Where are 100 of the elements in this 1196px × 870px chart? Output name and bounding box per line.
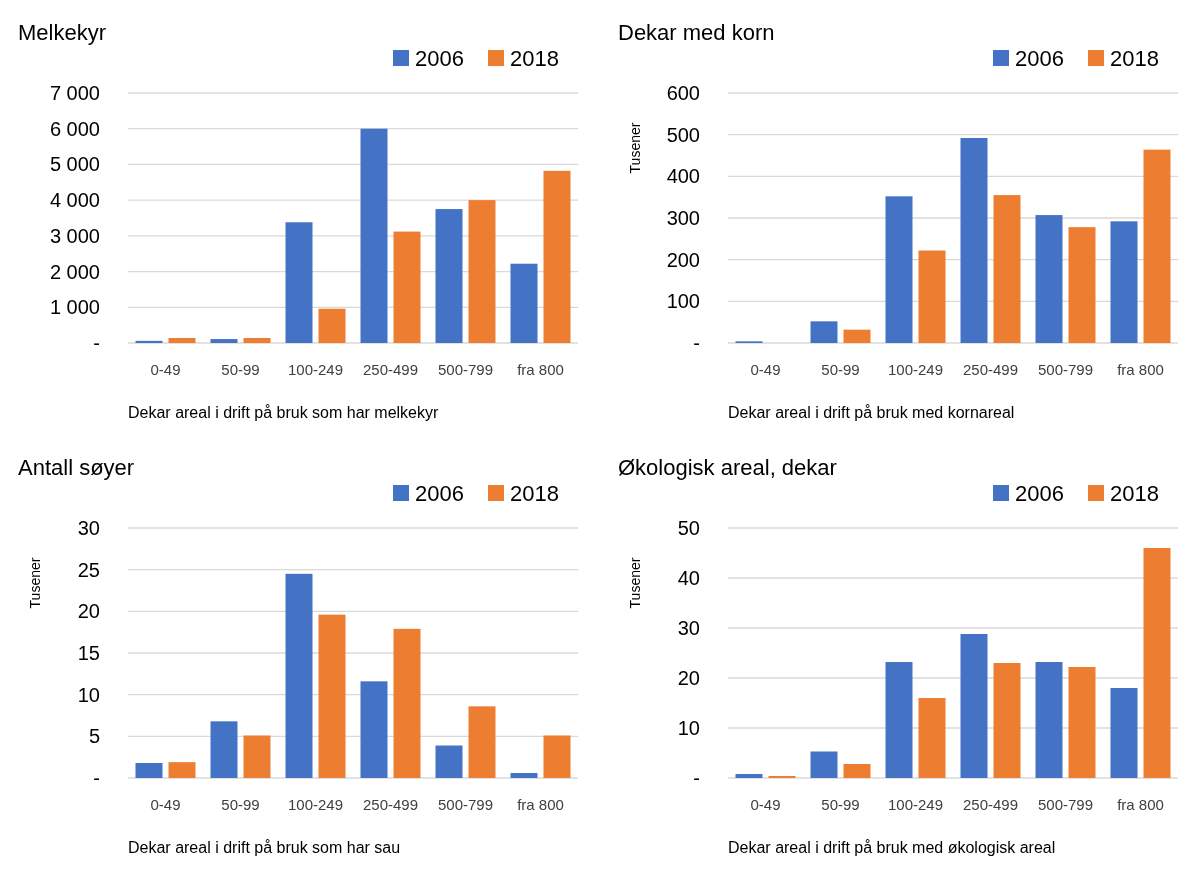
x-axis-title: Dekar areal i drift på bruk med kornareal — [728, 404, 1015, 421]
bar — [360, 681, 388, 778]
bar — [1035, 215, 1063, 343]
bar — [468, 200, 496, 343]
bar — [135, 763, 163, 778]
x-tick-label: 0-49 — [750, 361, 781, 378]
legend-label: 2006 — [415, 480, 464, 506]
y-tick-label: - — [93, 767, 100, 789]
x-tick-label: 0-49 — [750, 796, 781, 813]
bar — [210, 721, 238, 778]
bar — [885, 196, 913, 343]
legend-label: 2018 — [510, 45, 559, 71]
bar — [285, 222, 313, 343]
x-tick-label: 50-99 — [221, 796, 260, 813]
bar — [1143, 548, 1171, 778]
x-tick-label: 500-799 — [437, 361, 494, 378]
bar — [918, 250, 946, 343]
x-tick-label: 100-249 — [287, 796, 344, 813]
x-tick-label: fra 800 — [1117, 796, 1164, 813]
bar — [1068, 227, 1096, 343]
y-tick-label: 600 — [666, 82, 700, 104]
bar — [393, 231, 421, 343]
bar — [810, 321, 838, 343]
y-axis-title: Tusener — [627, 557, 643, 609]
bar — [510, 263, 538, 343]
x-tick-label: 250-499 — [362, 361, 419, 378]
x-tick-label: 50-99 — [821, 796, 860, 813]
x-tick-label: 0-49 — [150, 361, 181, 378]
y-tick-label: 40 — [677, 567, 700, 589]
y-tick-label: 3 000 — [49, 224, 100, 247]
y-tick-label: 5 000 — [49, 153, 100, 176]
y-tick-label: 7 000 — [49, 82, 100, 104]
bar — [210, 339, 238, 343]
bar — [543, 170, 571, 343]
chart-title: Antall søyer — [18, 455, 135, 480]
chart-title: Melkekyr — [18, 20, 107, 45]
y-tick-label: 4 000 — [49, 189, 100, 212]
bar — [885, 662, 913, 778]
y-tick-label: 300 — [666, 207, 700, 229]
x-tick-label: fra 800 — [517, 796, 564, 813]
bar — [543, 735, 571, 778]
x-tick-label: 500-799 — [1037, 796, 1094, 813]
chart-title: Dekar med korn — [618, 20, 775, 45]
legend-label: 2006 — [415, 45, 464, 71]
bar — [843, 329, 871, 343]
bar — [168, 762, 196, 778]
bar — [993, 663, 1021, 778]
y-tick-label: 20 — [77, 600, 100, 623]
bar — [1035, 662, 1063, 778]
x-tick-label: 250-499 — [962, 796, 1019, 813]
bar — [1110, 688, 1138, 778]
x-tick-label: 100-249 — [887, 796, 944, 813]
bar — [285, 573, 313, 778]
y-tick-label: 20 — [677, 667, 700, 689]
x-tick-label: 100-249 — [887, 361, 944, 378]
x-tick-label: 500-799 — [1037, 361, 1094, 378]
y-tick-label: - — [693, 332, 700, 354]
x-tick-label: 250-499 — [962, 361, 1019, 378]
x-tick-label: 50-99 — [821, 361, 860, 378]
y-tick-label: 50 — [677, 517, 700, 539]
bar — [468, 706, 496, 778]
bar — [318, 614, 346, 778]
chart-title: Økologisk areal, dekar — [618, 455, 837, 480]
y-tick-label: 100 — [666, 290, 700, 313]
bar — [735, 774, 763, 778]
x-tick-label: fra 800 — [517, 361, 564, 378]
bar — [960, 138, 988, 343]
y-tick-label: 500 — [666, 123, 700, 146]
y-axis-title: Tusener — [627, 122, 643, 174]
y-tick-label: 5 — [88, 725, 100, 748]
bar — [393, 628, 421, 778]
bar — [1110, 221, 1138, 343]
bar — [993, 195, 1021, 343]
bar — [435, 209, 463, 343]
y-tick-label: 30 — [677, 617, 700, 639]
bar — [435, 745, 463, 778]
legend-label: 2018 — [510, 480, 559, 506]
y-tick-label: 2 000 — [49, 260, 100, 283]
bar — [168, 338, 196, 343]
bar — [843, 764, 871, 778]
bar — [510, 773, 538, 778]
y-tick-label: - — [93, 332, 100, 354]
x-tick-label: 500-799 — [437, 796, 494, 813]
x-tick-label: 250-499 — [362, 796, 419, 813]
y-tick-label: - — [693, 767, 700, 789]
y-tick-label: 400 — [666, 165, 700, 188]
legend-label: 2018 — [1110, 45, 1159, 71]
x-tick-label: 100-249 — [287, 361, 344, 378]
x-tick-label: fra 800 — [1117, 361, 1164, 378]
y-tick-label: 15 — [77, 642, 100, 664]
y-tick-label: 10 — [77, 683, 100, 706]
y-tick-label: 6 000 — [49, 117, 100, 140]
y-tick-label: 25 — [77, 558, 100, 581]
bar — [318, 308, 346, 343]
y-axis-title: Tusener — [27, 557, 43, 609]
legend-label: 2006 — [1015, 480, 1064, 506]
y-tick-label: 200 — [666, 248, 700, 271]
x-tick-label: 50-99 — [221, 361, 260, 378]
bar — [243, 735, 271, 778]
x-tick-label: 0-49 — [150, 796, 181, 813]
